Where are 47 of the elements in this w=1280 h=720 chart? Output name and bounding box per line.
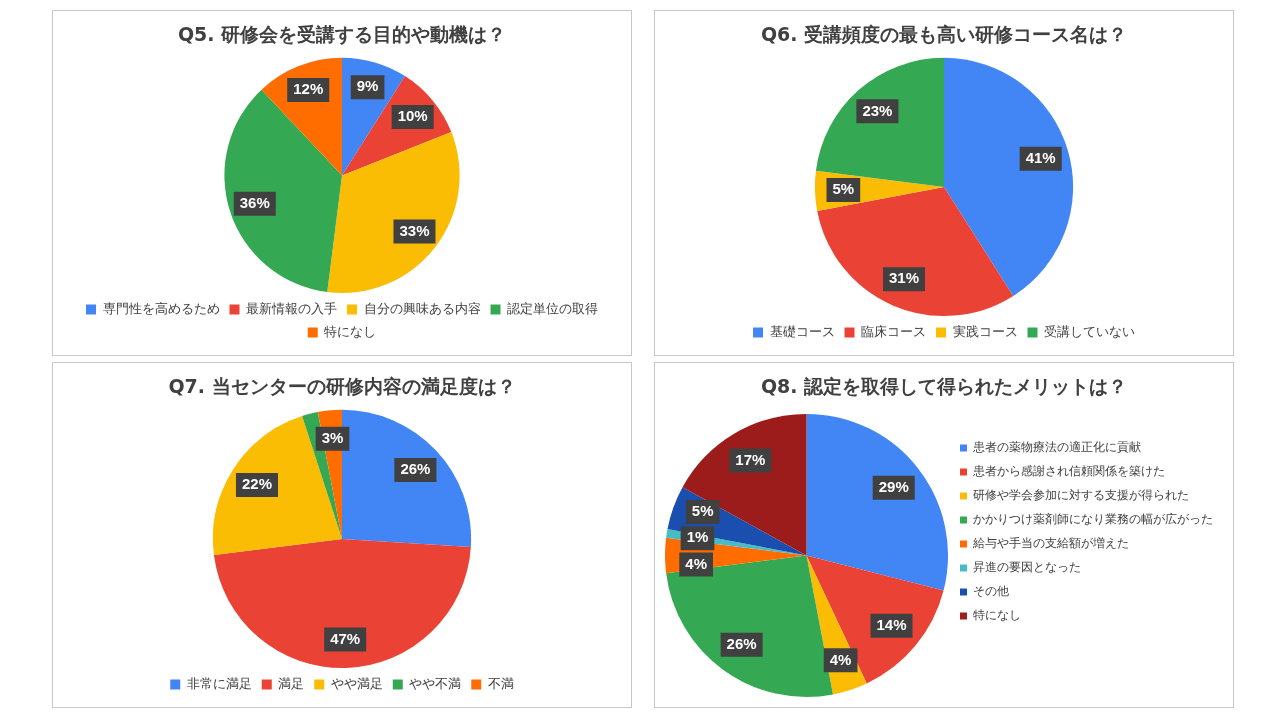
data-label: 10% — [397, 107, 428, 125]
chart-title: Q5. 研修会を受講する目的や動機は？ — [177, 23, 507, 46]
legend-label: 非常に満足 — [186, 675, 252, 691]
legend-label: 実践コース — [952, 323, 1018, 339]
legend-label: 特になし — [973, 608, 1021, 623]
data-label: 5% — [691, 502, 714, 520]
legend-label: 給与や手当の支給額が増えた — [972, 536, 1129, 551]
legend-label: かかりつけ薬剤師になり業務の幅が広がった — [973, 512, 1213, 527]
legend-label: 特になし — [324, 323, 377, 339]
legend-label: その他 — [973, 584, 1009, 599]
legend-label: 不満 — [487, 675, 514, 691]
data-label: 12% — [293, 80, 324, 98]
data-label: 26% — [400, 460, 431, 478]
data-label: 36% — [239, 193, 270, 211]
data-label: 23% — [862, 101, 893, 119]
chart-title: Q6. 受講頻度の最も高い研修コース名は？ — [760, 23, 1128, 46]
legend-label: 研修や学会参加に対する支援が得られた — [973, 488, 1189, 503]
legend-label: 最新情報の入手 — [246, 300, 337, 316]
data-label: 4% — [829, 650, 852, 668]
legend-label: 基礎コース — [769, 323, 835, 339]
legend-label: 専門性を高めるため — [102, 300, 220, 316]
data-label: 14% — [876, 615, 907, 633]
data-label: 9% — [356, 77, 379, 95]
data-label: 1% — [686, 528, 709, 546]
chart-title: Q7. 当センターの研修内容の満足度は？ — [168, 375, 516, 398]
legend-label: やや満足 — [330, 675, 383, 691]
data-label: 29% — [878, 477, 909, 495]
legend-label: 昇進の要因となった — [973, 560, 1081, 575]
legend-label: 認定単位の取得 — [507, 300, 598, 316]
data-label: 41% — [1025, 148, 1056, 166]
data-label: 47% — [330, 629, 361, 647]
data-label: 3% — [321, 428, 344, 446]
legend-label: 臨床コース — [861, 323, 926, 339]
data-label: 17% — [735, 450, 766, 468]
legend-label: 自分の興味ある内容 — [363, 300, 481, 316]
data-label: 4% — [685, 554, 707, 572]
legend-label: 患者の薬物療法の適正化に貢献 — [972, 440, 1141, 455]
data-label: 22% — [241, 475, 272, 493]
data-label: 31% — [888, 269, 920, 287]
legend-label: 患者から感謝され信頼関係を築けた — [972, 464, 1165, 479]
legend-label: やや不満 — [409, 675, 462, 691]
text: Q8. 認定を取得して得られたメリットは？ — [760, 375, 1128, 398]
legend-label: 受講していない — [1044, 323, 1135, 339]
data-label: 5% — [832, 180, 855, 198]
data-label: 26% — [726, 634, 757, 652]
legend-label: 満足 — [278, 675, 305, 691]
data-label: 33% — [399, 221, 430, 239]
